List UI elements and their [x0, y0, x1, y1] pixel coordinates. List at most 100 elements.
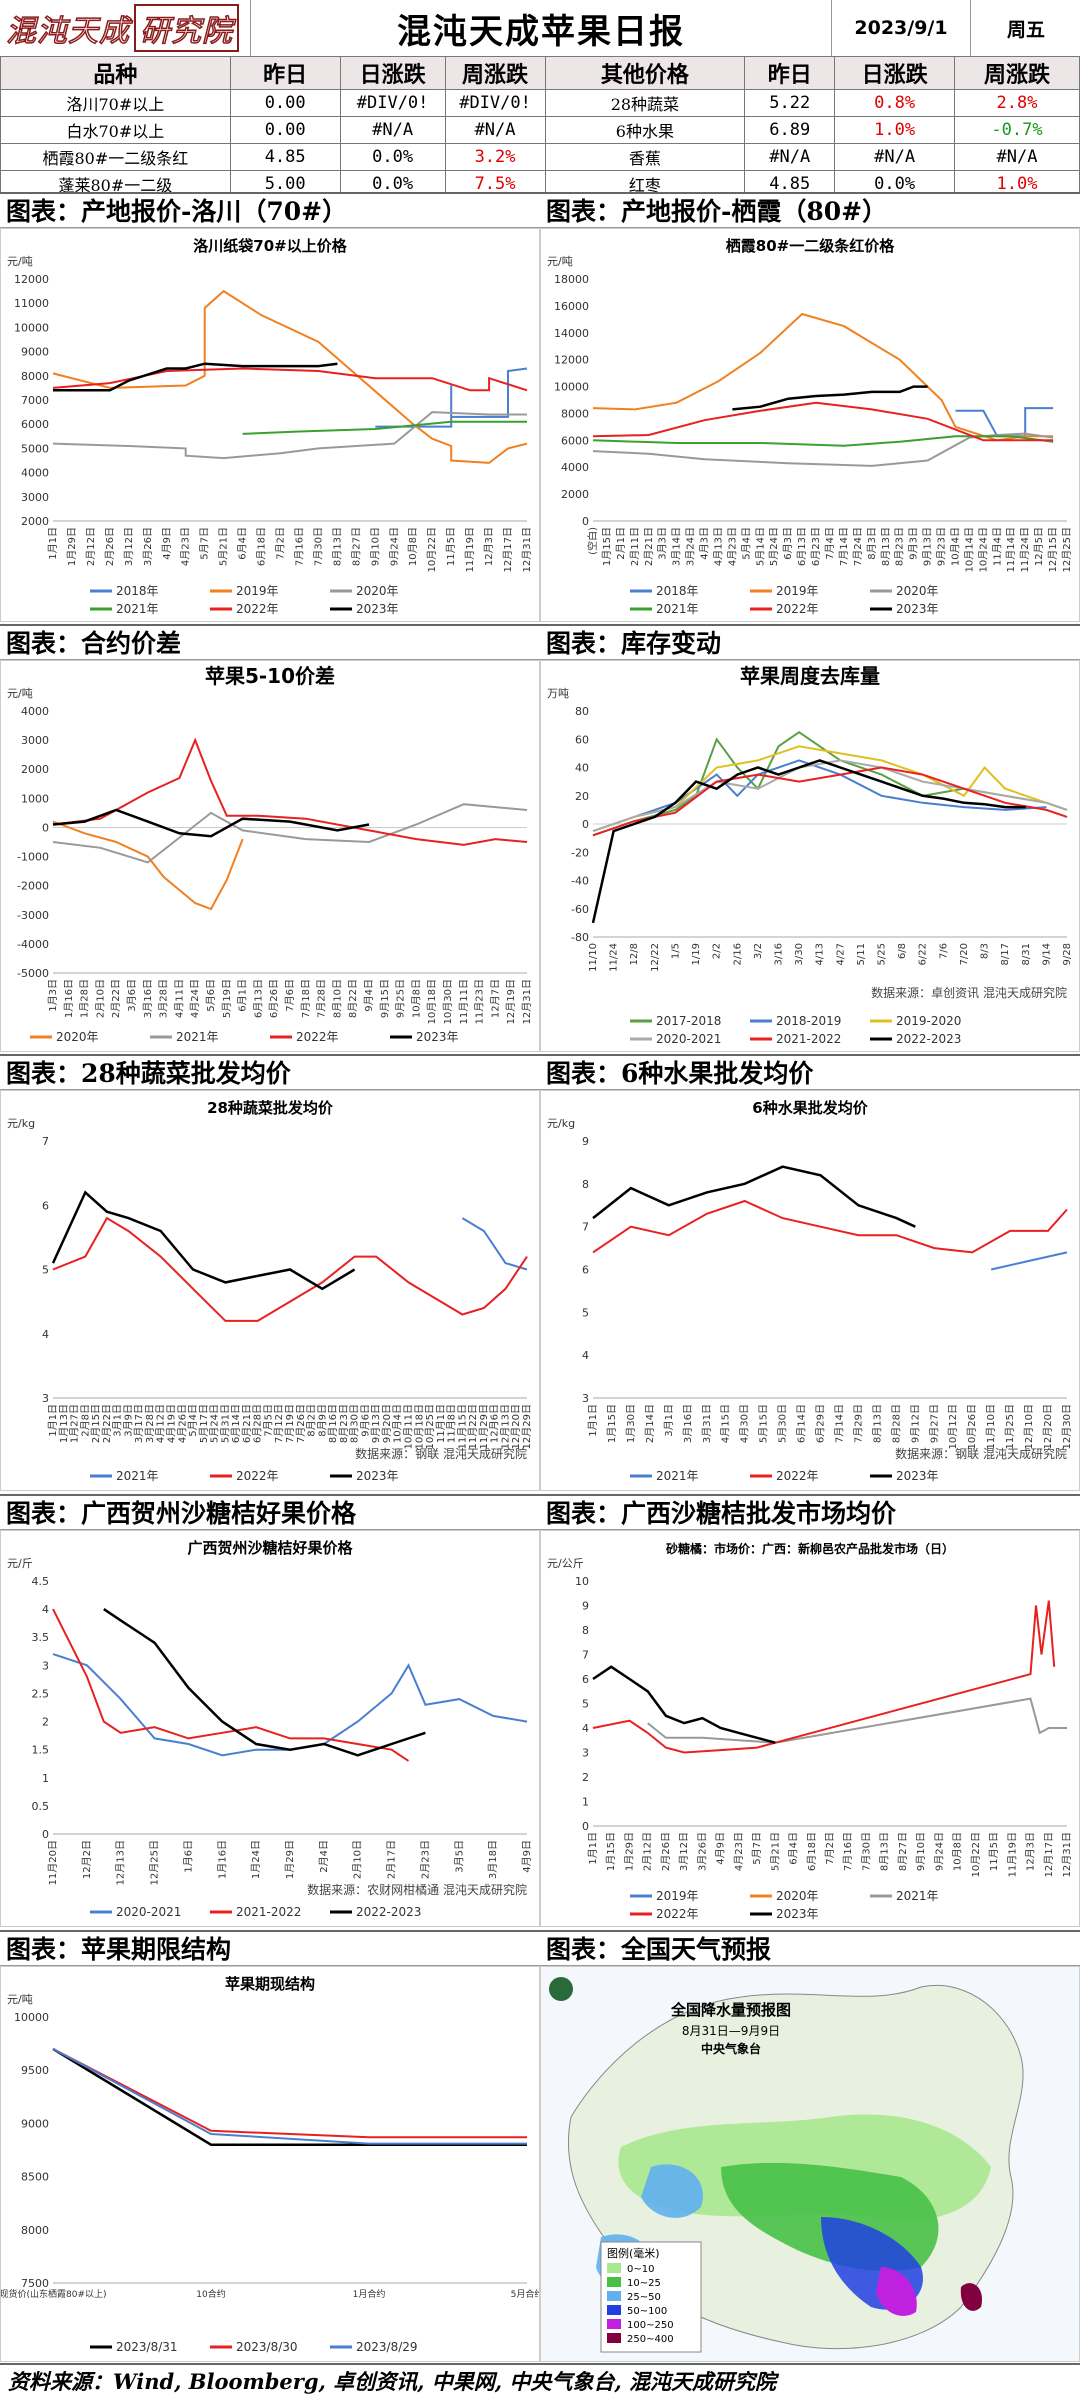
x-tick-label: 8月23日 — [338, 1404, 350, 1443]
panel-title: 图表：28种蔬菜批发均价 — [0, 1054, 540, 1090]
x-tick-label: 5月24日 — [768, 527, 780, 566]
y-tick-label: 4000 — [561, 461, 589, 474]
x-tick-label: 9月23日 — [936, 527, 948, 566]
x-tick-label: 10月22日 — [426, 527, 438, 572]
chart-frame: 栖霞80#一二级条红价格 元/吨 0 2000 4000 6000 8000 10000 120… — [540, 228, 1080, 634]
series-line — [103, 1608, 426, 1757]
panel-spread: 图表：合约价差 苹果5-10价差 元/吨 -5000 -4000 -3000 -2000 -… — [0, 624, 540, 1052]
y-tick-label: 9500 — [21, 2064, 49, 2077]
series-line — [990, 1251, 1068, 1271]
y-tick-label: 1 — [42, 1772, 49, 1785]
series-line — [592, 401, 1054, 442]
series-line — [592, 730, 1068, 837]
legend-label: 2022年 — [656, 1907, 699, 1921]
x-tick-label: 3月3日 — [657, 527, 669, 560]
y-tick-label: -1000 — [17, 851, 49, 864]
x-tick-label: 11月19日 — [464, 527, 476, 572]
x-tick-label: 12月31日 — [1061, 1832, 1073, 1877]
x-tick-label: 12月5日 — [1033, 527, 1045, 566]
y-tick-label: 4 — [582, 1349, 589, 1362]
y-tick-label: 4 — [42, 1603, 49, 1616]
series-line — [592, 1600, 1056, 1754]
y-tick-label: 9 — [582, 1600, 589, 1613]
series-line — [592, 759, 1047, 833]
x-tick-label: 3月28日 — [158, 979, 170, 1018]
table-header-cell: 日涨跌 — [339, 56, 446, 90]
x-tick-label: 4月13日 — [712, 527, 724, 566]
y-tick-label: 0 — [42, 1828, 49, 1841]
x-tick-label: 10月11日 — [403, 1404, 415, 1449]
y-tick-label: 4 — [582, 1722, 589, 1735]
x-tick-label: 2月22日 — [110, 979, 122, 1018]
legend-label: 2023年 — [896, 1469, 939, 1483]
chart-frame: 苹果5-10价差 元/吨 -5000 -4000 -3000 -2000 -1000 0 100… — [0, 660, 540, 1052]
x-tick-label: 5月4日 — [740, 527, 752, 560]
x-tick-label: 3月24日 — [685, 527, 697, 566]
panel-inventory: 图表：库存变动 苹果周度去库量 万吨 -80 -60 -40 -20 0 20 40 60 80 11… — [540, 624, 1080, 1052]
table-cell: -0.7% — [954, 116, 1080, 144]
y-tick-label: -60 — [571, 903, 589, 916]
x-tick-label: 3月5日 — [453, 1840, 465, 1873]
chart-title: 苹果5-10价差 — [205, 664, 335, 688]
chart-frame: 28种蔬菜批发均价 元/kg 3 4 5 6 7 1月1日 1月13日 1月27日 2月8日 2月15… — [0, 1090, 540, 1491]
x-tick-label: 2月15日 — [90, 1404, 102, 1443]
y-tick-label: 1000 — [21, 792, 49, 805]
table-cell: 1.0% — [834, 116, 956, 144]
x-tick-label: 1月16日 — [216, 1840, 228, 1879]
legend-label: 2018年 — [116, 584, 159, 598]
y-tick-label: 3 — [42, 1659, 49, 1672]
x-tick-label: 12月3日 — [483, 527, 495, 566]
x-tick-label: 9月13日 — [922, 527, 934, 566]
x-tick-label: 9月6日 — [359, 1404, 371, 1437]
legend-label: 2021年 — [176, 1030, 219, 1044]
x-tick-label: 7月5日 — [262, 1404, 274, 1437]
legend-label: <2018/9/4 — [656, 620, 720, 621]
x-tick-label: 1月13日 — [58, 1404, 70, 1443]
legend-label: 2023年 — [416, 1030, 459, 1044]
x-tick-label: 4月23日 — [726, 527, 738, 566]
series-line — [592, 432, 1054, 467]
x-tick-label: 2月12日 — [642, 1832, 654, 1871]
chart-title: 广西贺州沙糖桔好果价格 — [187, 1539, 353, 1557]
price-table-header: 品种 昨日 日涨跌 周涨跌 其他价格 昨日 日涨跌 周涨跌 — [0, 56, 1080, 90]
legend-label: 2020-2021 — [116, 1905, 181, 1919]
source-note: 数据来源：钢联 混沌天成研究院 — [355, 1446, 527, 1461]
table-header-cell: 品种 — [0, 56, 231, 90]
panel-title: 图表：广西沙糖桔批发市场均价 — [540, 1494, 1080, 1530]
y-tick-label: -4000 — [17, 938, 49, 951]
x-tick-label: 8月13日 — [879, 1832, 891, 1871]
chart-title: 苹果周度去库量 — [740, 664, 880, 688]
table-cell: #N/A — [834, 143, 956, 171]
x-tick-label: 8月23日 — [894, 527, 906, 566]
y-tick-label: 1 — [582, 1796, 589, 1809]
y-tick-label: 3.5 — [32, 1631, 50, 1644]
legend-label: 250~400 — [627, 2334, 674, 2345]
chart-title: 洛川纸袋70#以上价格 — [193, 237, 347, 255]
y-tick-label: 10000 — [14, 321, 49, 334]
panel-fruits: 图表：6种水果批发均价 6种水果批发均价 元/kg 3 4 5 6 7 8 9 1月1日 1月15日… — [540, 1054, 1080, 1491]
y-tick-label: 2.5 — [32, 1687, 50, 1700]
x-tick-label: 5月17日 — [198, 1404, 210, 1443]
legend-label: 2020年 — [776, 1889, 819, 1903]
x-tick-label: 11月10日 — [985, 1404, 997, 1449]
x-tick-label: 12月7日 — [489, 979, 501, 1018]
x-tick-label: 9月10日 — [915, 1832, 927, 1871]
x-tick-label: 4月12日 — [155, 1404, 167, 1443]
x-tick-label: 9月4日 — [363, 979, 375, 1012]
table-header-cell: 周涨跌 — [954, 56, 1080, 90]
x-tick-label: 1月1日 — [47, 527, 59, 560]
x-tick-label: 12月20日 — [1042, 1404, 1054, 1449]
series-line — [591, 759, 1026, 924]
chart-title: 苹果期现结构 — [225, 1975, 315, 1993]
x-tick-label: 1月1日 — [587, 1404, 599, 1437]
table-cell: 0.8% — [834, 89, 956, 117]
table-cell: 0.00 — [229, 116, 341, 144]
legend-color — [607, 2305, 621, 2315]
source-note: 数据来源：卓创资讯 混沌天成研究院 — [871, 985, 1067, 1000]
x-tick-label: 2月4日 — [318, 1840, 330, 1873]
x-tick-label: 6月18日 — [256, 527, 268, 566]
x-tick-label: 8月16日 — [327, 1404, 339, 1443]
x-tick-label: 4/13 — [815, 943, 826, 965]
source-note: 数据来源：钢联 混沌天成研究院 — [895, 1446, 1067, 1461]
